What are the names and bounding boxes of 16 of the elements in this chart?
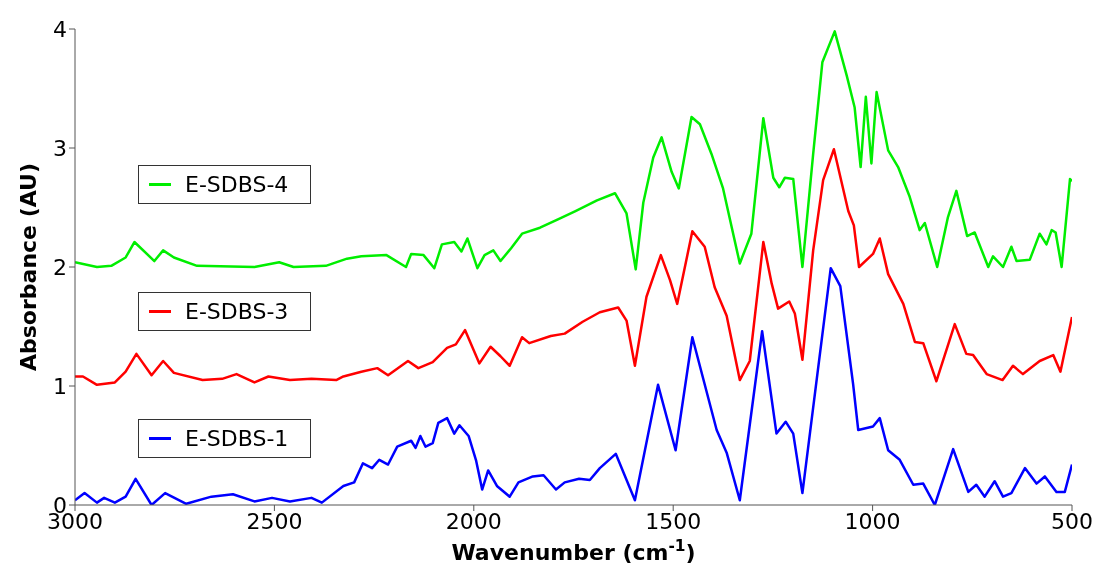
y-axis-title: Absorbance (AU) xyxy=(15,162,41,372)
x-axis-title: Wavenumber (cm$^{-1}$) xyxy=(451,537,696,565)
y-tick-label: 2 xyxy=(53,254,67,280)
x-tick-label: 2500 xyxy=(246,508,303,534)
x-tick-label: 1500 xyxy=(645,508,702,534)
x-tick-label: 500 xyxy=(1051,508,1093,534)
legend-label: E-SDBS-3 xyxy=(185,299,289,324)
line-series xyxy=(75,147,1072,387)
x-tick-label: 1000 xyxy=(844,508,901,534)
legend-label: E-SDBS-4 xyxy=(185,172,289,197)
y-tick-label: 4 xyxy=(53,16,67,42)
x-tick-label: 2000 xyxy=(445,508,502,534)
line-series xyxy=(75,30,1072,271)
y-tick-label: 1 xyxy=(53,373,67,399)
y-tick-label: 3 xyxy=(53,135,67,161)
legend-label: E-SDBS-1 xyxy=(185,426,289,451)
